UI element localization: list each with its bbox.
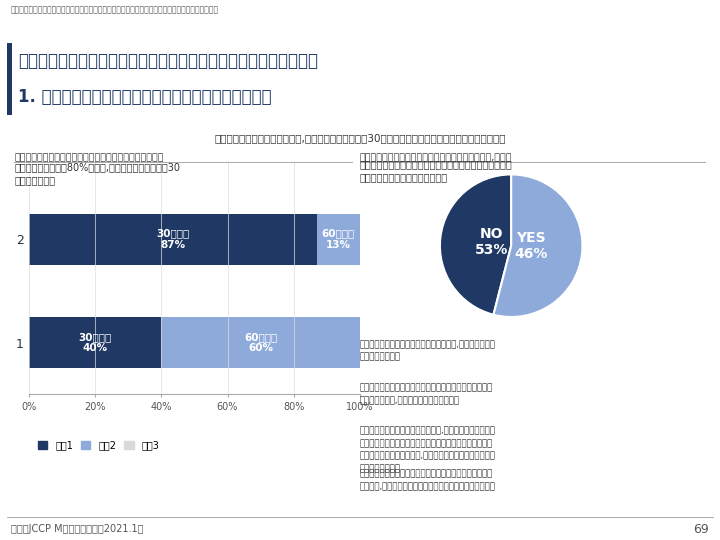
Legend: 系列1, 系列2, 系列3: 系列1, 系列2, 系列3 — [34, 436, 163, 454]
Text: ・医療機器や医師の患者への対応を確認し,良いものであれ
　ば出産します。: ・医療機器や医師の患者への対応を確認し,良いものであれ ば出産します。 — [360, 340, 496, 362]
Text: 図表６９　許容できる病院までの移動時間はどのくらいか: 図表６９ 許容できる病院までの移動時間はどのくらいか — [14, 153, 164, 163]
Text: 30分以内
40%: 30分以内 40% — [78, 332, 112, 353]
Text: 60分以内
60%: 60分以内 60% — [244, 332, 277, 353]
Text: YES
46%: YES 46% — [515, 231, 548, 261]
Wedge shape — [440, 174, 511, 315]
Text: 図表７０　ブゲセラに高サービスの病院がある場合,通うか: 図表７０ ブゲセラに高サービスの病院がある場合,通うか — [360, 153, 513, 163]
Text: ・ブゲセラは遠すぎます。もしそこでサービスを開くので
　あれば,キガリにもクリニックを持つべきだと思います。: ・ブゲセラは遠すぎます。もしそこでサービスを開くので あれば,キガリにもクリニッ… — [360, 470, 496, 491]
Text: 30分以内
87%: 30分以内 87% — [156, 228, 189, 250]
Text: 病院のロケーションについては,許容できる移動時間は30分以内が全回答者の半数以上を占めている。: 病院のロケーションについては,許容できる移動時間は30分以内が全回答者の半数以上… — [215, 133, 505, 143]
FancyBboxPatch shape — [7, 43, 12, 115]
Text: ルワンダ基礎調査（ターゲット顧客の思考・行動と競合サービス）: ルワンダ基礎調査（ターゲット顧客の思考・行動と競合サービス） — [18, 52, 318, 70]
Bar — [29, 317, 161, 368]
Bar — [29, 214, 317, 265]
Bar — [161, 317, 360, 368]
Text: 出所：JCCP M株式会社作成（2021.1）: 出所：JCCP M株式会社作成（2021.1） — [11, 524, 143, 534]
Text: 仕事や家族との時間のためブゲセラまで通うことは難しい
という意見が半数以上を占めた。: 仕事や家族との時間のためブゲセラまで通うことは難しい という意見が半数以上を占め… — [360, 159, 513, 183]
Text: 1. 病院の選択：ロケーション（移動時間の許容範囲）: 1. 病院の選択：ロケーション（移動時間の許容範囲） — [18, 88, 271, 106]
Text: ルワンダ／周産期医療／４．市場・投資環境関連情報／業界構造・主要企業、競合（日本企業以外）: ルワンダ／周産期医療／４．市場・投資環境関連情報／業界構造・主要企業、競合（日本… — [11, 5, 219, 15]
Wedge shape — [493, 174, 582, 317]
Bar — [317, 214, 360, 265]
Text: NO
53%: NO 53% — [474, 227, 508, 257]
Text: 60分以内
13%: 60分以内 13% — [322, 228, 355, 250]
Text: ・働いていて家族もいる状況なので,通院のためにブゲセラ
　に行くことは難しいでしょう。出産時のサービスが快適
　で満足いくものであれば,出産をそこですることは選: ・働いていて家族もいる状況なので,通院のためにブゲセラ に行くことは難しいでしょ… — [360, 427, 496, 473]
Text: キガリでは回答者の80%以上が,移動時間の許容範囲を30
分以内と回答。: キガリでは回答者の80%以上が,移動時間の許容範囲を30 分以内と回答。 — [14, 162, 181, 185]
Text: ・他の医療施設と比べて何か特別なサービスを提供してい
　るのであれば,選択肢としてなりえます。: ・他の医療施設と比べて何か特別なサービスを提供してい るのであれば,選択肢として… — [360, 383, 493, 405]
Text: 69: 69 — [693, 523, 709, 536]
